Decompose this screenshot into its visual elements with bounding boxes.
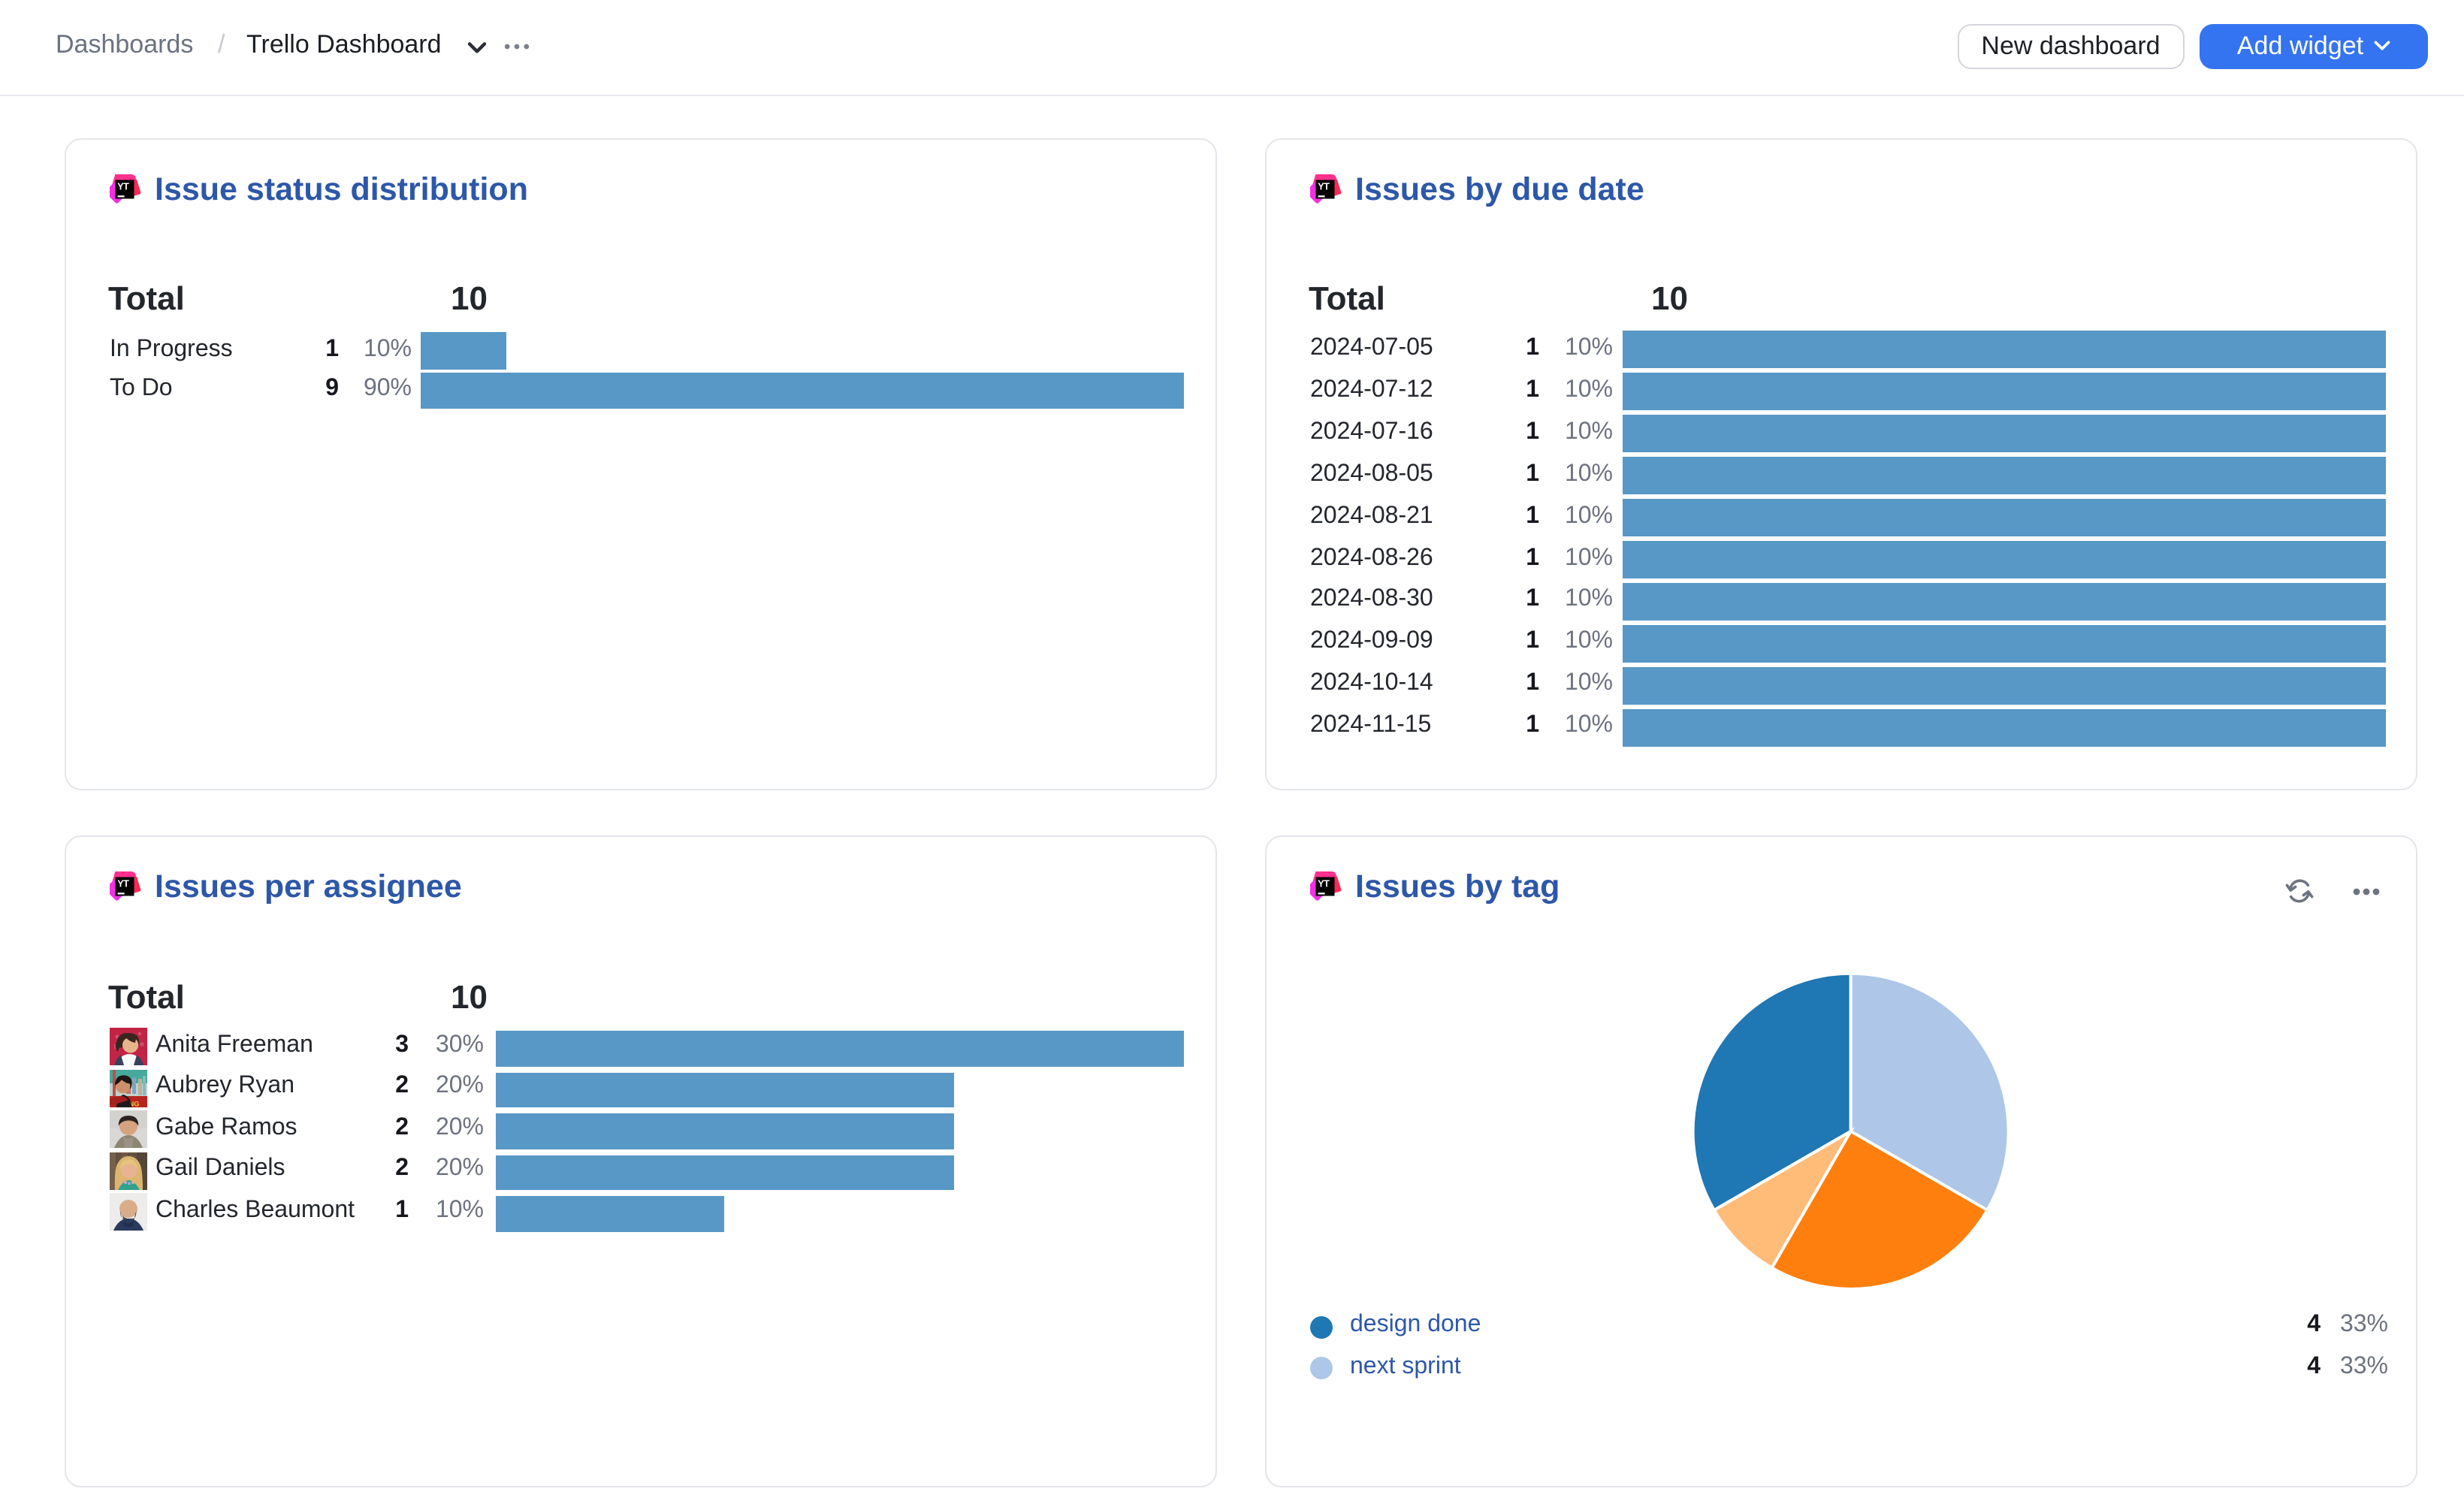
- svg-text:YT: YT: [117, 181, 129, 192]
- svg-text:YT: YT: [117, 878, 129, 889]
- svg-text:YT: YT: [1318, 878, 1330, 889]
- svg-text:YT: YT: [1318, 181, 1330, 192]
